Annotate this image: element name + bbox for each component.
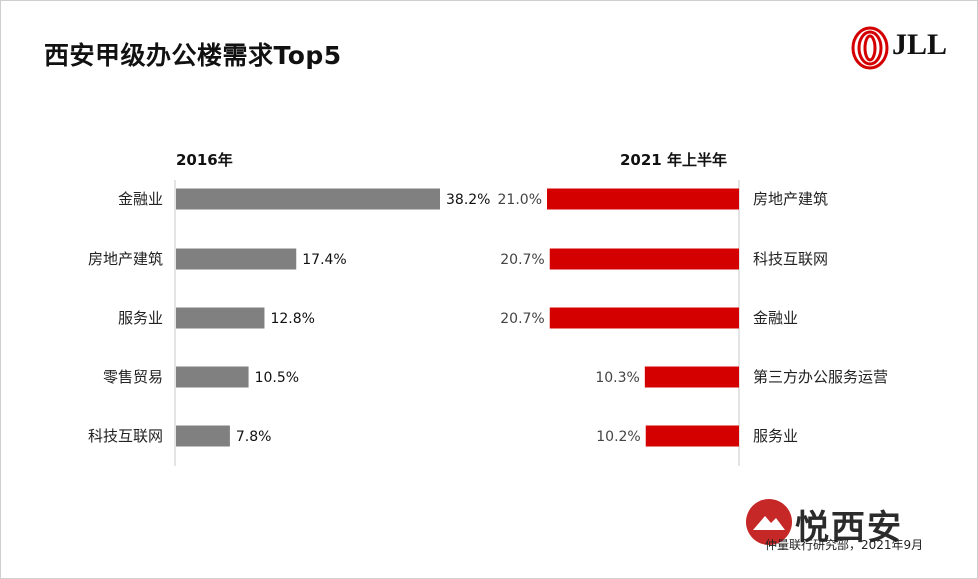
right-bar <box>644 366 739 388</box>
left-category-label: 服务业 <box>118 309 163 327</box>
left-bar <box>176 366 249 388</box>
right-value-label: 21.0% <box>498 192 542 208</box>
right-category-label: 金融业 <box>753 309 798 327</box>
source-note: 仲量联行研究部，2021年9月 <box>765 538 924 552</box>
left-bar <box>176 188 440 210</box>
left-value-label: 12.8% <box>270 311 314 327</box>
right-value-label: 10.2% <box>596 429 640 445</box>
right-category-label: 科技互联网 <box>753 250 828 268</box>
right-category-label: 服务业 <box>753 427 798 445</box>
watermark-logo-icon <box>746 499 792 545</box>
left-value-label: 38.2% <box>446 192 490 208</box>
left-category-label: 科技互联网 <box>88 427 163 445</box>
left-value-label: 7.8% <box>236 429 272 445</box>
right-value-label: 20.7% <box>500 252 544 268</box>
right-category-label: 第三方办公服务运营 <box>753 368 888 386</box>
left-category-label: 房地产建筑 <box>88 250 163 268</box>
jll-logo: JLL <box>850 26 950 70</box>
left-chart-title: 2016年 <box>176 151 233 169</box>
left-value-label: 10.5% <box>255 370 299 386</box>
left-category-label: 金融业 <box>118 190 163 208</box>
watermark: 悦西安 <box>745 498 955 550</box>
right-bar <box>549 307 739 329</box>
right-category-label: 房地产建筑 <box>753 190 828 208</box>
jll-logo-mark-icon <box>851 26 889 70</box>
page-title: 西安甲级办公楼需求Top5 <box>44 41 342 70</box>
watermark-text: 悦西安 <box>795 508 903 548</box>
right-value-label: 10.3% <box>595 370 639 386</box>
right-bar <box>549 248 739 270</box>
right-bar <box>547 188 739 210</box>
right-value-label: 20.7% <box>500 311 544 327</box>
left-bar <box>176 425 230 447</box>
right-bar <box>645 425 739 447</box>
left-bar <box>176 307 265 329</box>
jll-logo-text: JLL <box>892 28 948 61</box>
left-bar <box>176 248 297 270</box>
right-chart-title: 2021 年上半年 <box>620 151 727 169</box>
left-category-label: 零售贸易 <box>103 368 163 386</box>
left-value-label: 17.4% <box>302 252 346 268</box>
